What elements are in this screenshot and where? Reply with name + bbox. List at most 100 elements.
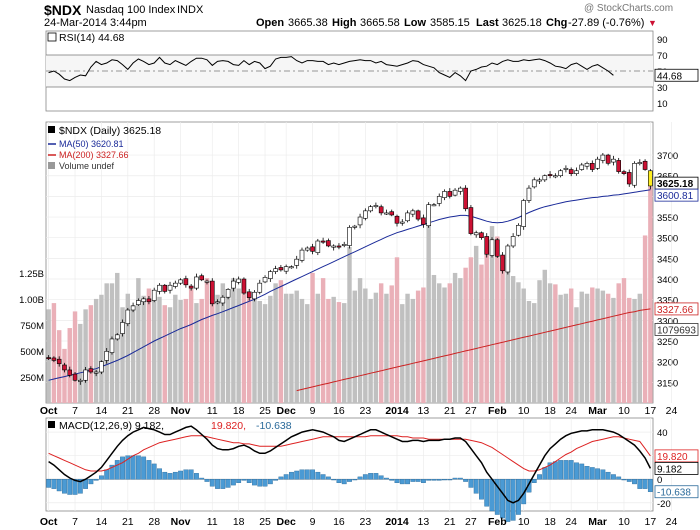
volume-bar [431,274,437,403]
candle-body [405,212,410,222]
volume-bar [262,304,268,403]
candle-body [56,358,62,365]
macd-hist-bar [600,469,606,480]
macd-hist-bar [325,476,331,480]
macd-hist-bar [99,475,104,480]
macd-hist-value-box [654,485,699,499]
volume-bar [600,290,606,403]
ma200-legend: MA(200) 3327.66 [59,150,129,160]
volume-bar [294,290,299,403]
macd-hist-bar [51,479,57,489]
macd-legend-hist: -10.638 [256,420,292,432]
volume-bar [452,272,458,403]
macd-hist-bar [304,469,310,480]
macd-hist-bar [542,467,548,480]
candle-body [384,212,389,215]
candle-body [114,334,120,340]
candle-body [83,369,88,381]
candle-body [542,175,548,181]
price-tick-3700: 3700 [657,151,678,162]
candle-body [600,154,606,161]
candle-body [157,284,162,292]
volume-bar [246,295,252,403]
volume-bar [51,303,57,403]
volume-bar [484,244,489,403]
macd-hist-bar [209,479,215,487]
candle-body [347,227,352,246]
macd-hist-bar [225,479,231,488]
macd-hist-bar [315,471,321,480]
xaxis-bottom-tick-10: 10 [518,516,530,528]
price-tick-3150: 3150 [657,378,678,389]
xaxis-top-tick-21: 21 [122,405,134,417]
xaxis-top-tick-13: 13 [418,405,430,417]
candle-body [352,225,358,228]
price-tick-3550: 3550 [657,213,678,224]
xaxis-bottom-tick-28: 28 [148,516,160,528]
candle-body [642,160,648,170]
candle-body [521,200,526,227]
candle-body [299,249,305,261]
exchange: INDX [177,4,204,16]
macd-hist-bar [178,470,184,480]
xaxis-top-tick-23: 23 [359,405,371,417]
macd-hist-bar [72,479,78,495]
macd-hist-bar [246,479,252,483]
xaxis-top-tick-24: 24 [565,405,577,417]
xaxis-bottom-tick-7: 7 [72,516,78,528]
ma200-line [296,308,651,392]
macd-hist-bar [352,479,358,481]
macd-hist-bar [167,473,173,480]
candle-body [526,187,532,201]
volume-bar [547,283,553,403]
macd-line [48,425,652,504]
volume-tick-500M: 500M [20,347,44,358]
candle-body [447,191,453,197]
volume-bar [146,288,152,403]
last-label: Last [476,17,499,29]
volume-bar [442,287,447,403]
volume-bar [574,307,579,403]
xaxis-top-tick-10: 10 [518,405,530,417]
volume-bar [310,272,315,403]
xaxis-bottom-tick-Oct: Oct [40,516,58,528]
volume-bar [389,285,394,403]
xaxis-bottom-tick-11: 11 [207,516,218,528]
candle-body [468,207,474,234]
macd-hist-bar [420,479,426,483]
macd-hist-bar [310,469,315,480]
macd-hist-bar [431,479,437,481]
macd-hist-bar [389,479,395,481]
candle-body [648,170,653,187]
macd-hist-bar [537,474,542,480]
volume-bar [468,257,474,403]
candle-body [93,371,99,374]
macd-hist-bar [368,473,374,480]
volume-bar [347,246,352,403]
volume-bar [394,257,400,403]
candle-body [162,284,168,292]
volume-bar [257,301,262,403]
candle-body [531,179,537,188]
macd-hist-bar [463,479,469,482]
xaxis-bottom-tick-10: 10 [618,516,630,528]
volume-bar [479,264,484,403]
candle-body [426,204,431,227]
xaxis-bottom-tick-14: 14 [96,516,108,528]
xaxis-top-tick-Mar: Mar [588,405,607,417]
macd-hist-bar [531,479,537,483]
macd-hist-bar [204,479,210,482]
candle-body [257,282,263,293]
candle-body [500,254,505,272]
candle-body [357,216,363,226]
macd-hist-bar [299,469,305,480]
volume-tick-750M: 750M [20,321,44,332]
volume-bar [225,292,231,403]
candle-body [510,236,516,247]
candle-body [183,278,189,286]
macd-hist-bar [500,479,505,519]
macd-hist-bar [410,479,416,482]
candle-body [632,163,637,186]
macd-hist-bar [294,470,300,480]
xaxis-top-tick-17: 17 [645,405,657,417]
